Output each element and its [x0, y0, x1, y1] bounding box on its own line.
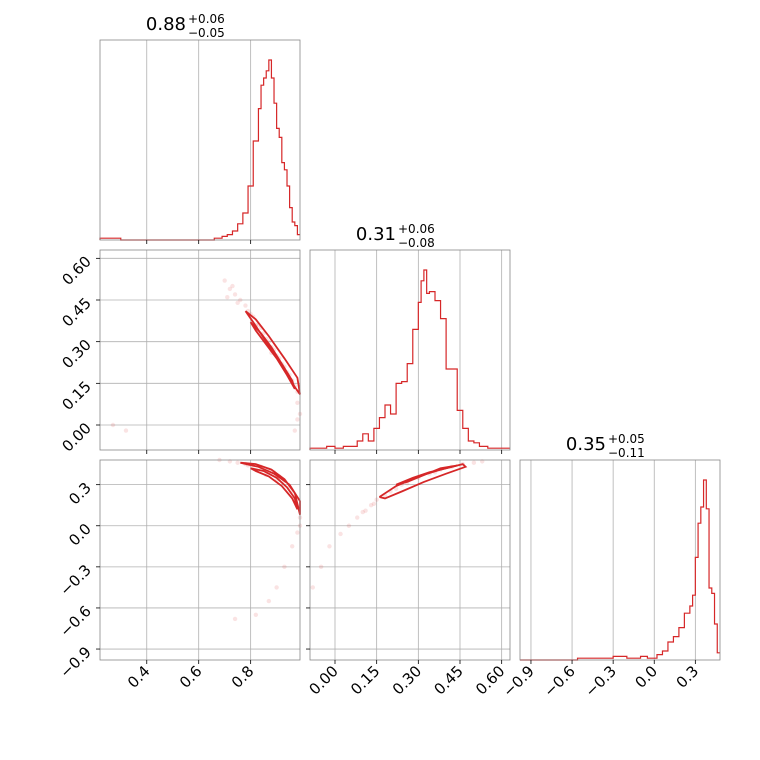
title-median: 0.35 [566, 434, 606, 455]
sample-point [232, 616, 238, 622]
sample-point [227, 286, 233, 292]
sample-point [368, 503, 374, 508]
sample-point [232, 292, 238, 297]
sample-point [230, 283, 235, 289]
contour-line [249, 321, 296, 390]
panel-frame [309, 459, 511, 661]
sample-point [222, 278, 227, 283]
sample-point [238, 297, 243, 303]
panel-frame [309, 249, 511, 451]
title-minus: −0.05 [188, 26, 225, 40]
x-tick-label: 0.00 [305, 662, 341, 698]
histogram-step-line [99, 59, 300, 241]
sample-point [235, 300, 240, 305]
y-tick-label: 0.60 [58, 252, 94, 288]
x-tick-label: 0.6 [176, 662, 206, 692]
x-tick-label: −0.3 [581, 662, 619, 700]
sample-point [371, 501, 377, 507]
y-tick-label: 0.30 [58, 336, 94, 372]
title-plus: +0.06 [188, 12, 225, 26]
title-plus: +0.05 [608, 432, 645, 446]
histogram-panel-0: 0.88 +0.06−0.05 [99, 12, 301, 241]
sample-point [355, 515, 360, 520]
y-tick-label: 0.00 [58, 419, 94, 455]
y-tick-label: 0.45 [58, 294, 94, 330]
histogram-step-line [309, 269, 510, 450]
sample-point [327, 544, 332, 549]
x-tick-label: 0.45 [430, 662, 466, 698]
histogram-panel-1: 0.31 +0.06−0.08 [309, 222, 511, 451]
contour-line [244, 310, 301, 395]
scatter-panel-1-2 [309, 459, 511, 661]
title-minus: −0.11 [608, 446, 645, 460]
x-tick-label: −0.6 [540, 662, 578, 700]
title-median: 0.88 [146, 14, 186, 35]
x-tick-label: 0.3 [673, 662, 703, 692]
contour-line [378, 463, 468, 500]
sample-point [363, 508, 368, 513]
panel-frame [99, 39, 301, 241]
sample-point [274, 585, 279, 590]
param-title-1: 0.31 +0.06−0.08 [356, 222, 435, 250]
sample-point [253, 612, 259, 617]
panel-frame [519, 459, 721, 661]
x-tick-label: 0.30 [389, 662, 425, 698]
contour-line [250, 467, 299, 510]
y-tick-label: −0.3 [56, 561, 94, 599]
title-median: 0.31 [356, 224, 396, 245]
param-title-2: 0.35 +0.05−0.11 [566, 432, 645, 460]
y-tick-label: −0.6 [56, 602, 94, 640]
x-tick-label: 0.0 [631, 662, 661, 692]
sample-point [110, 422, 116, 428]
title-minus: −0.08 [398, 236, 435, 250]
x-tick-label: 0.8 [228, 662, 258, 692]
scatter-panel-0-2 [99, 457, 303, 661]
sample-point [295, 400, 300, 405]
sample-point [266, 598, 272, 604]
title-plus: +0.06 [398, 222, 435, 236]
sample-point [318, 564, 324, 570]
sample-point [374, 497, 379, 502]
histogram-panel-2: 0.35 +0.05−0.11 [519, 432, 721, 661]
panel-frame [99, 459, 301, 661]
sample-point [346, 523, 352, 528]
sample-point [123, 428, 129, 433]
sample-point [225, 295, 230, 300]
x-tick-label: 0.4 [124, 662, 154, 692]
sample-point [310, 585, 315, 590]
y-tick-label: 0.15 [58, 377, 94, 413]
sample-point [235, 460, 240, 465]
panel-frame [99, 249, 301, 451]
y-tick-label: −0.9 [56, 643, 94, 681]
param-title-0: 0.88 +0.06−0.05 [146, 12, 225, 40]
sample-point [243, 303, 248, 308]
histogram-step-line [520, 479, 720, 661]
scatter-panel-0-1 [99, 249, 303, 451]
x-tick-label: 0.15 [347, 662, 383, 698]
y-tick-label: 0.0 [65, 520, 95, 550]
sample-point [292, 428, 298, 433]
sample-point [471, 460, 477, 465]
sample-point [295, 417, 300, 422]
y-tick-label: 0.3 [65, 479, 95, 509]
x-tick-label: −0.9 [499, 662, 537, 700]
sample-point [282, 564, 287, 570]
sample-point [295, 530, 300, 535]
sample-point [338, 531, 343, 537]
sample-point [290, 544, 295, 549]
sample-point [360, 509, 365, 515]
